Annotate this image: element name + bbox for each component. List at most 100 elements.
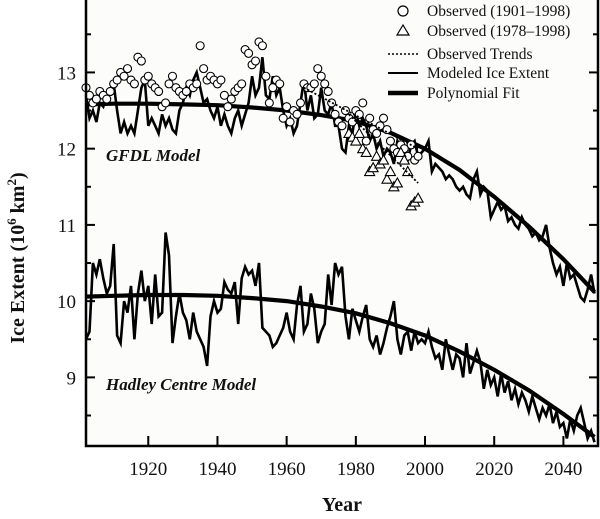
legend-triangle-marker xyxy=(395,23,411,36)
observed-circle-point xyxy=(119,71,129,81)
observed-circle-point xyxy=(237,79,247,89)
observed-circle-point xyxy=(105,86,115,97)
observed-circle-point xyxy=(313,64,323,74)
observed-circle-point xyxy=(91,94,101,104)
hadley-polynomial-fit-line xyxy=(85,292,596,439)
x-tick-label: 2020 xyxy=(475,459,513,480)
observed-circle-point xyxy=(136,56,146,66)
observed-circle-point xyxy=(102,94,112,104)
observed-circle-point xyxy=(167,71,178,81)
observed-circle-point xyxy=(354,109,364,119)
observed-triangle-point xyxy=(391,176,404,188)
observed-circle-point xyxy=(129,79,139,89)
observed-circle-point xyxy=(347,117,357,127)
observed-circle-point xyxy=(361,136,371,146)
observed-triangle-point xyxy=(370,150,383,161)
observed-circle-point xyxy=(278,113,288,123)
observed-circle-point xyxy=(385,136,395,146)
observed-circle-point xyxy=(337,121,347,131)
y-axis-title-main: Ice Extent (10 xyxy=(7,225,29,344)
y-tick-label: 12 xyxy=(57,140,76,161)
y-axis-title-sup1: 6 xyxy=(4,218,19,225)
observed-circle-point xyxy=(264,98,274,108)
hadley-modeled-ice-extent-line xyxy=(84,232,596,443)
x-tick-label: 1920 xyxy=(129,459,167,480)
observed-circle-point xyxy=(292,109,302,119)
legend-label-trends: Observed Trends xyxy=(427,46,533,63)
x-tick-label: 1940 xyxy=(198,459,236,480)
observed-circle-point xyxy=(309,79,319,89)
x-axis: 1920 1940 1960 1980 2000 2020 2040 xyxy=(129,436,582,480)
observed-circle-point xyxy=(143,71,153,81)
observed-circle-point xyxy=(275,79,285,89)
x-axis-title: Year xyxy=(322,494,362,516)
gfdl-modeled-ice-extent-line xyxy=(84,57,596,304)
observed-circle-point xyxy=(112,75,122,85)
observed-circle-point xyxy=(320,79,330,89)
observed-circle-point xyxy=(154,86,164,97)
observed-circle-point xyxy=(122,64,133,74)
observed-circle-point xyxy=(261,71,271,81)
observed-circle-point xyxy=(323,86,333,97)
legend: Observed (1901–1998) Observed (1978–1998… xyxy=(388,3,570,102)
observed-triangle-point xyxy=(381,173,393,184)
observed-circle-point xyxy=(257,41,267,51)
x-tick-label: 1980 xyxy=(337,459,375,480)
observed-circle-point xyxy=(250,56,261,66)
observed-triangle-point xyxy=(412,192,425,203)
hadley-model-label: Hadley Centre Model xyxy=(105,375,256,394)
legend-label-fit: Polynomial Fit xyxy=(427,85,520,102)
y-axis-title-sup2: 2 xyxy=(4,179,19,186)
y-tick-label: 11 xyxy=(58,216,76,237)
y-axis-title: Ice Extent (106 km2) xyxy=(4,172,29,343)
observed-circle-point xyxy=(268,83,278,93)
x-tick-label: 2000 xyxy=(406,459,444,480)
legend-label-observed-1901: Observed (1901–1998) xyxy=(427,3,570,20)
observed-triangle-point xyxy=(353,127,366,138)
observed-circle-point xyxy=(181,86,191,97)
observed-circle-point xyxy=(199,64,209,74)
observed-circle-point xyxy=(223,102,233,112)
observed-circle-point xyxy=(219,90,229,100)
observed-circle-point xyxy=(382,125,392,135)
x-tick-label: 1960 xyxy=(268,459,306,480)
observed-circle-point xyxy=(327,98,337,108)
observed-triangle-point xyxy=(360,146,373,158)
observed-circle-point xyxy=(282,102,292,112)
observed-circle-point xyxy=(285,117,295,127)
observed-triangle-point xyxy=(384,165,397,177)
legend-circle-marker xyxy=(397,5,409,17)
observed-circle-point xyxy=(413,151,423,161)
y-axis-title-end: ) xyxy=(7,172,29,179)
observed-circle-point xyxy=(161,98,171,108)
plot-frame xyxy=(84,0,600,448)
observed-triangle-point xyxy=(377,153,390,165)
observed-triangle-point xyxy=(349,134,362,146)
points-layer xyxy=(81,37,425,211)
gfdl-model-label: GFDL Model xyxy=(106,146,201,165)
observed-circle-point xyxy=(372,128,382,138)
observed-triangle-point xyxy=(401,165,414,177)
observed-circle-point xyxy=(226,94,236,104)
observed-circle-point xyxy=(365,113,375,123)
x-tick-label: 2040 xyxy=(544,459,582,480)
observed-triangle-point xyxy=(394,146,407,158)
y-axis-title-mid: km xyxy=(7,185,29,218)
y-tick-label: 13 xyxy=(57,63,76,84)
observed-circle-point xyxy=(244,48,254,58)
legend-label-observed-1978: Observed (1978–1998) xyxy=(427,23,570,40)
observed-trend-1978-1998-line xyxy=(348,113,419,184)
observed-triangle-point xyxy=(398,153,411,165)
observed-circle-point xyxy=(192,79,202,89)
observed-circle-point xyxy=(358,98,368,108)
y-axis: 9 10 11 12 13 xyxy=(57,33,598,417)
observed-circle-point xyxy=(330,109,340,119)
observed-circle-point xyxy=(316,71,326,81)
observed-circle-point xyxy=(164,79,174,89)
observed-circle-point xyxy=(378,113,389,123)
y-tick-label: 10 xyxy=(57,292,76,313)
y-tick-label: 9 xyxy=(67,368,77,389)
observed-trend-1901-1998-line xyxy=(303,86,419,150)
observed-circle-point xyxy=(216,75,226,85)
